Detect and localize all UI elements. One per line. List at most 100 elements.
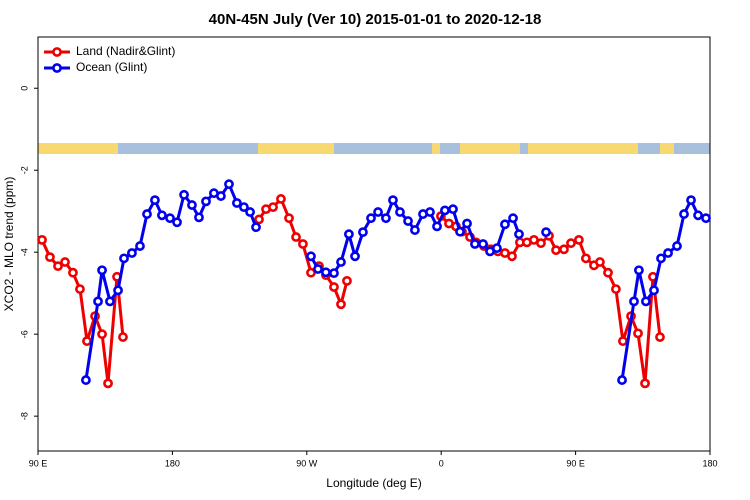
point bbox=[224, 179, 234, 190]
point bbox=[172, 217, 182, 228]
point bbox=[93, 296, 103, 307]
point bbox=[119, 253, 129, 264]
point bbox=[358, 227, 368, 238]
point bbox=[634, 265, 644, 276]
point bbox=[566, 238, 576, 249]
point bbox=[507, 251, 517, 262]
point bbox=[306, 267, 316, 278]
point bbox=[37, 235, 47, 245]
point bbox=[306, 251, 316, 262]
point bbox=[268, 202, 278, 213]
legend-marker bbox=[52, 47, 62, 57]
x-tick-label: 0 bbox=[439, 458, 444, 468]
point bbox=[201, 196, 211, 207]
point bbox=[373, 207, 383, 217]
point bbox=[641, 296, 651, 307]
y-tick-label: -4 bbox=[19, 248, 29, 256]
point bbox=[127, 248, 137, 258]
point bbox=[291, 232, 301, 242]
point bbox=[251, 222, 261, 233]
plot-frame bbox=[37, 36, 711, 452]
legend-marker bbox=[52, 63, 62, 73]
point bbox=[478, 239, 488, 249]
point bbox=[105, 296, 115, 307]
point bbox=[656, 253, 666, 264]
point bbox=[344, 229, 354, 240]
point bbox=[45, 252, 55, 263]
point bbox=[514, 229, 524, 240]
point bbox=[551, 245, 561, 256]
point bbox=[118, 332, 128, 342]
point bbox=[701, 213, 711, 224]
point bbox=[342, 275, 352, 286]
point bbox=[313, 264, 323, 274]
point bbox=[232, 198, 242, 208]
point bbox=[686, 195, 696, 206]
point bbox=[336, 257, 346, 267]
point bbox=[403, 216, 413, 226]
point bbox=[536, 238, 546, 249]
point bbox=[455, 226, 465, 237]
point bbox=[440, 205, 450, 216]
point bbox=[135, 241, 145, 251]
point bbox=[239, 202, 249, 213]
point bbox=[194, 212, 204, 223]
point bbox=[462, 218, 472, 229]
legend-label: Ocean (Glint) bbox=[76, 60, 147, 74]
point bbox=[618, 336, 628, 347]
point bbox=[425, 207, 435, 217]
point bbox=[60, 257, 70, 267]
x-tick-label: 90 W bbox=[296, 458, 318, 468]
point bbox=[216, 191, 226, 201]
point bbox=[165, 213, 175, 224]
x-tick-label: 180 bbox=[165, 458, 180, 468]
point bbox=[329, 268, 339, 279]
point bbox=[329, 282, 339, 292]
point bbox=[693, 210, 703, 221]
point bbox=[611, 284, 621, 294]
land-ocean-mask bbox=[38, 143, 710, 154]
point bbox=[541, 227, 551, 238]
point bbox=[187, 200, 197, 210]
point bbox=[508, 213, 518, 224]
point bbox=[573, 235, 584, 245]
point bbox=[103, 378, 113, 389]
point bbox=[559, 244, 569, 255]
point bbox=[142, 209, 152, 219]
chart-title: 40N-45N July (Ver 10) 2015-01-01 to 2020… bbox=[209, 11, 542, 28]
point bbox=[633, 328, 643, 339]
point bbox=[672, 241, 682, 251]
point bbox=[157, 210, 167, 221]
point bbox=[663, 248, 673, 258]
point bbox=[321, 267, 331, 278]
legend-label: Land (Nadir&Glint) bbox=[76, 44, 175, 58]
point bbox=[603, 267, 613, 278]
point bbox=[350, 251, 360, 262]
point bbox=[395, 207, 405, 217]
point bbox=[410, 225, 420, 235]
point bbox=[655, 332, 665, 342]
point bbox=[492, 243, 502, 253]
point bbox=[336, 299, 346, 310]
point bbox=[97, 329, 107, 340]
point bbox=[448, 204, 458, 215]
point bbox=[581, 253, 591, 264]
y-tick-label: -2 bbox=[19, 166, 29, 174]
x-tick-label: 90 E bbox=[29, 458, 48, 468]
point bbox=[629, 296, 639, 307]
point bbox=[179, 189, 189, 200]
y-axis-label: XCO2 - MLO trend (ppm) bbox=[2, 177, 16, 312]
series-line bbox=[40, 197, 662, 385]
point bbox=[617, 375, 627, 385]
point bbox=[284, 213, 294, 224]
x-tick-label: 90 E bbox=[566, 458, 585, 468]
x-tick-label: 180 bbox=[702, 458, 717, 468]
point bbox=[381, 213, 391, 224]
point bbox=[150, 195, 160, 206]
point bbox=[679, 209, 689, 219]
point bbox=[254, 214, 264, 225]
y-tick-label: 0 bbox=[19, 86, 29, 91]
point bbox=[595, 257, 605, 267]
point bbox=[82, 336, 92, 347]
point bbox=[432, 221, 442, 232]
